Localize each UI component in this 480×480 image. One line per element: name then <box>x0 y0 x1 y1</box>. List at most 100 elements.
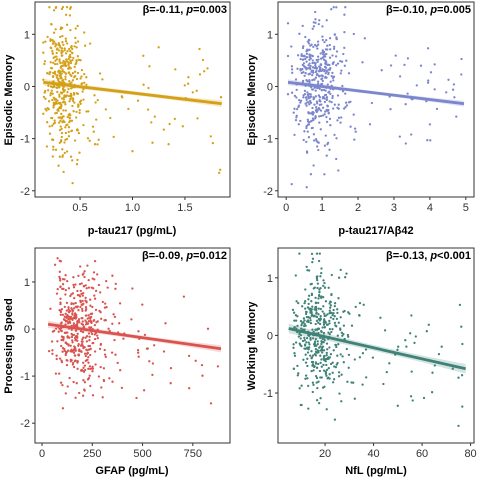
data-point <box>61 101 65 104</box>
data-point <box>332 317 335 321</box>
data-point <box>70 74 73 78</box>
data-point <box>87 314 90 317</box>
data-point <box>64 392 67 395</box>
data-point <box>330 8 333 11</box>
data-point <box>70 302 73 305</box>
data-point <box>64 341 67 344</box>
data-point <box>318 108 321 111</box>
data-point <box>63 151 66 155</box>
data-point <box>80 350 83 354</box>
data-point <box>58 128 62 132</box>
data-point <box>312 139 316 142</box>
data-point <box>341 355 344 358</box>
data-point <box>62 336 65 339</box>
data-point <box>59 66 62 69</box>
data-point <box>51 138 54 141</box>
data-point <box>340 331 343 334</box>
data-point <box>310 86 313 89</box>
data-point <box>315 376 319 380</box>
data-point <box>81 303 84 306</box>
data-point <box>91 305 94 309</box>
data-point <box>70 45 73 48</box>
data-point <box>58 372 61 375</box>
data-point <box>56 257 59 260</box>
data-point <box>427 323 430 326</box>
x-tick-label: 1.0 <box>125 202 140 214</box>
data-point <box>303 322 306 326</box>
data-point <box>81 320 84 323</box>
data-point <box>315 344 318 347</box>
panel-a-stat-annotation: β=-0.11, p=0.003 <box>143 4 227 16</box>
data-point <box>307 302 310 306</box>
data-point <box>72 56 75 60</box>
data-point <box>337 375 341 378</box>
data-point <box>304 361 308 364</box>
data-point <box>76 293 80 297</box>
data-point <box>349 125 352 128</box>
data-point <box>303 328 306 331</box>
data-point <box>292 111 295 114</box>
data-point <box>68 53 72 57</box>
data-point <box>316 275 319 278</box>
data-point <box>83 275 86 279</box>
data-point <box>298 252 301 255</box>
data-point <box>343 46 346 50</box>
data-point <box>63 315 66 318</box>
data-point <box>95 118 98 121</box>
data-point <box>79 265 82 268</box>
data-point <box>380 69 383 72</box>
data-point <box>299 119 302 123</box>
data-point <box>347 353 351 357</box>
data-point <box>429 139 432 142</box>
data-point <box>81 394 85 397</box>
data-point <box>394 54 397 57</box>
data-point <box>307 73 310 76</box>
data-point <box>323 314 326 318</box>
data-point <box>319 315 322 318</box>
data-point <box>419 64 423 67</box>
data-point <box>294 78 298 81</box>
y-tick-label: 1 <box>267 273 273 285</box>
data-point <box>320 342 323 346</box>
data-point <box>89 347 92 350</box>
data-point <box>102 367 106 370</box>
data-point <box>323 281 326 285</box>
data-point <box>298 98 301 102</box>
data-point <box>303 130 306 133</box>
data-point <box>445 91 448 94</box>
data-point <box>59 381 63 384</box>
data-point <box>75 382 78 385</box>
data-point <box>75 338 78 342</box>
data-point <box>310 292 314 295</box>
data-point <box>314 322 317 326</box>
data-point <box>325 120 329 124</box>
data-point <box>65 319 69 323</box>
data-point <box>314 305 318 309</box>
data-point <box>59 61 62 65</box>
data-point <box>428 123 432 126</box>
data-point <box>81 323 85 326</box>
data-point <box>169 382 172 385</box>
regression-line <box>43 80 222 106</box>
data-point <box>330 273 333 277</box>
data-point <box>330 330 333 334</box>
data-point <box>321 326 324 329</box>
x-tick-label: 3 <box>391 202 397 214</box>
data-point <box>292 311 296 314</box>
data-point <box>325 52 328 56</box>
data-point <box>131 287 134 290</box>
data-point <box>299 99 303 102</box>
data-point <box>314 374 318 378</box>
data-point <box>50 22 53 26</box>
data-point <box>304 374 308 377</box>
data-point <box>65 150 69 153</box>
data-point <box>57 49 61 52</box>
data-point <box>312 118 315 122</box>
data-point <box>73 296 76 300</box>
data-point <box>56 62 59 66</box>
data-point <box>58 95 61 98</box>
data-point <box>322 331 326 335</box>
data-point <box>321 96 325 99</box>
data-point <box>358 313 361 317</box>
